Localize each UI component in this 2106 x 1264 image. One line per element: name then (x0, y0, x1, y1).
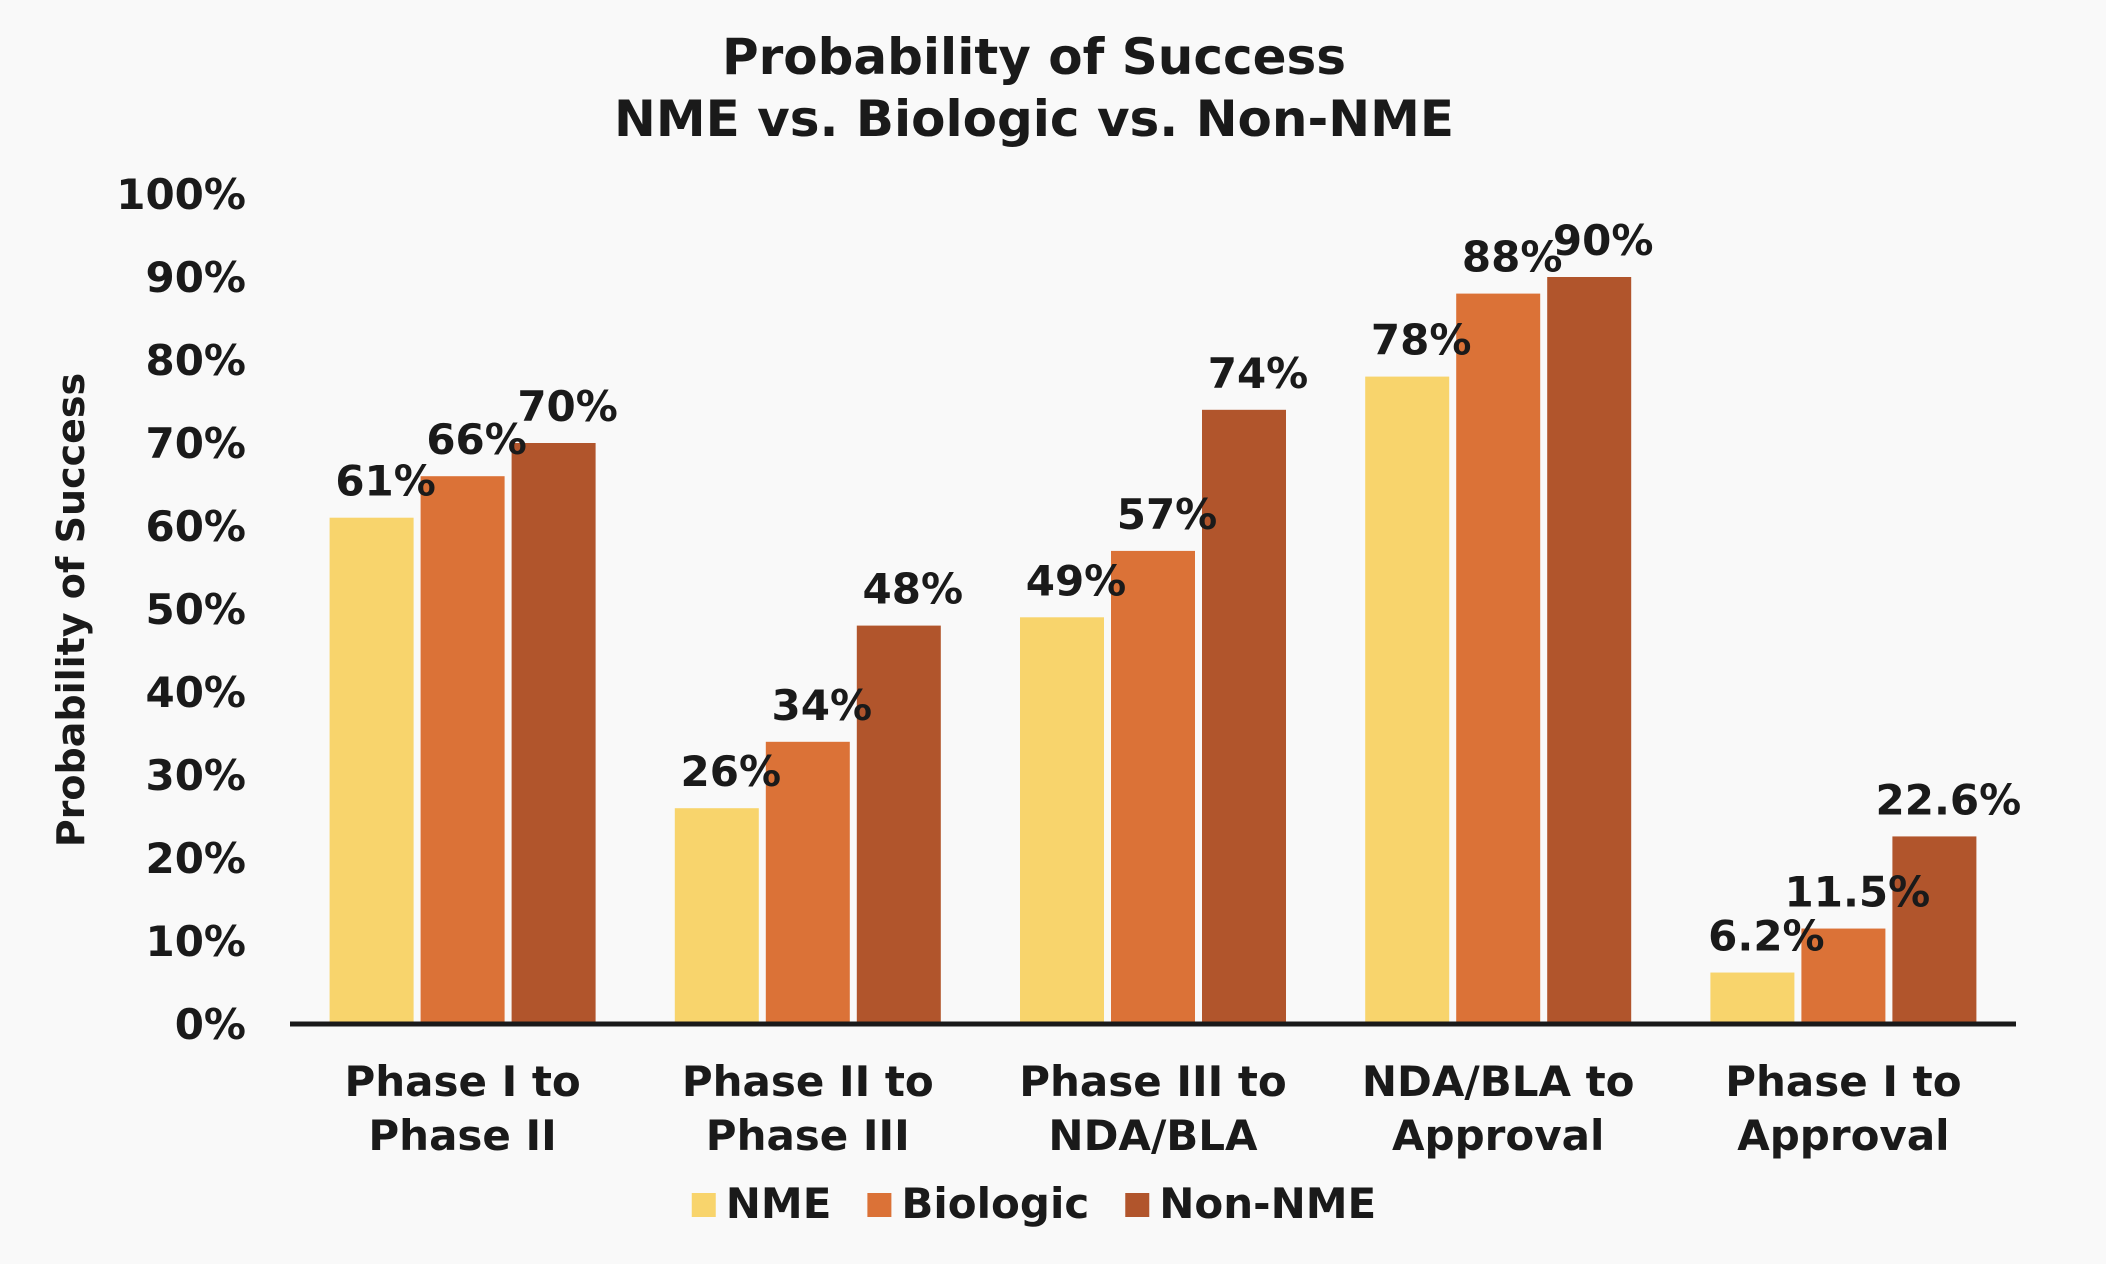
category-label: NDA/BLA (1048, 1111, 1258, 1160)
data-labels: 61% 26% 49% 78% 6.2% 66% 34% 57% 88% 11.5% 70% 48% 7… (335, 216, 2021, 961)
category-label: Approval (1392, 1111, 1604, 1160)
legend-swatch-non-nme (1125, 1193, 1150, 1217)
bar-nme (674, 808, 759, 1024)
legend: NME Biologic Non-NME (691, 1179, 1376, 1228)
y-tick-label: 30% (145, 751, 246, 800)
data-label: 70% (517, 382, 618, 431)
y-tick-label: 40% (145, 668, 246, 717)
bar-nme (1365, 376, 1450, 1025)
data-label: 57% (1117, 490, 1218, 539)
data-label: 11.5% (1785, 868, 1931, 917)
bars (329, 277, 1977, 1025)
category-label: Phase II (368, 1111, 556, 1160)
legend-label: NME (726, 1179, 832, 1228)
bar-non-nme (511, 443, 596, 1024)
bar-nme (329, 517, 414, 1024)
bar-non-nme (1892, 836, 1977, 1024)
bar-non-nme (856, 625, 941, 1024)
category-label: Phase III (706, 1111, 910, 1160)
data-label: 22.6% (1876, 775, 2022, 824)
bar-nme (1710, 972, 1795, 1024)
data-label: 74% (1208, 349, 1309, 398)
data-label: 78% (1371, 316, 1472, 365)
y-tick-label: 0% (175, 1000, 246, 1049)
category-label: NDA/BLA to (1362, 1057, 1635, 1106)
y-tick-label: 100% (116, 170, 246, 219)
y-axis-ticks: 0% 10% 20% 30% 40% 50% 60% 70% 80% 90% 100% (116, 170, 246, 1049)
data-label: 26% (681, 747, 782, 796)
y-tick-label: 10% (145, 917, 246, 966)
y-tick-label: 90% (145, 253, 246, 302)
y-tick-label: 50% (145, 585, 246, 634)
chart-title: Probability of Success (722, 28, 1346, 86)
bar-biologic (1456, 293, 1541, 1025)
data-label: 88% (1462, 233, 1563, 282)
data-label: 90% (1553, 216, 1654, 265)
bar-biologic (1801, 928, 1886, 1024)
y-tick-label: 80% (145, 336, 246, 385)
data-label: 6.2% (1708, 912, 1824, 961)
category-label: Phase III to (1019, 1057, 1287, 1106)
y-tick-label: 60% (145, 502, 246, 551)
y-tick-label: 20% (145, 834, 246, 883)
data-label: 61% (335, 457, 436, 506)
category-label: Phase II to (682, 1057, 934, 1106)
bar-nme (1020, 617, 1104, 1024)
bar-non-nme (1547, 277, 1632, 1024)
data-label: 34% (772, 681, 873, 730)
y-axis-label: Probability of Success (49, 373, 93, 847)
legend-label: Non-NME (1159, 1179, 1376, 1228)
category-label: Phase I to (1725, 1057, 1961, 1106)
category-label: Phase I to (344, 1057, 580, 1106)
legend-swatch-nme (691, 1193, 716, 1217)
data-label: 66% (426, 415, 527, 464)
chart-subtitle: NME vs. Biologic vs. Non-NME (614, 90, 1454, 148)
bar-biologic (1111, 550, 1195, 1024)
bar-non-nme (1202, 409, 1286, 1024)
bar-biologic (420, 476, 505, 1024)
bar-biologic (765, 741, 850, 1024)
data-label: 49% (1026, 556, 1127, 605)
data-label: 48% (863, 565, 964, 614)
legend-swatch-biologic (867, 1193, 892, 1217)
legend-label: Biologic (901, 1179, 1089, 1228)
category-label: Approval (1737, 1111, 1949, 1160)
category-labels: Phase I to Phase II Phase II to Phase III Ph… (344, 1057, 1961, 1160)
y-tick-label: 70% (145, 419, 246, 468)
